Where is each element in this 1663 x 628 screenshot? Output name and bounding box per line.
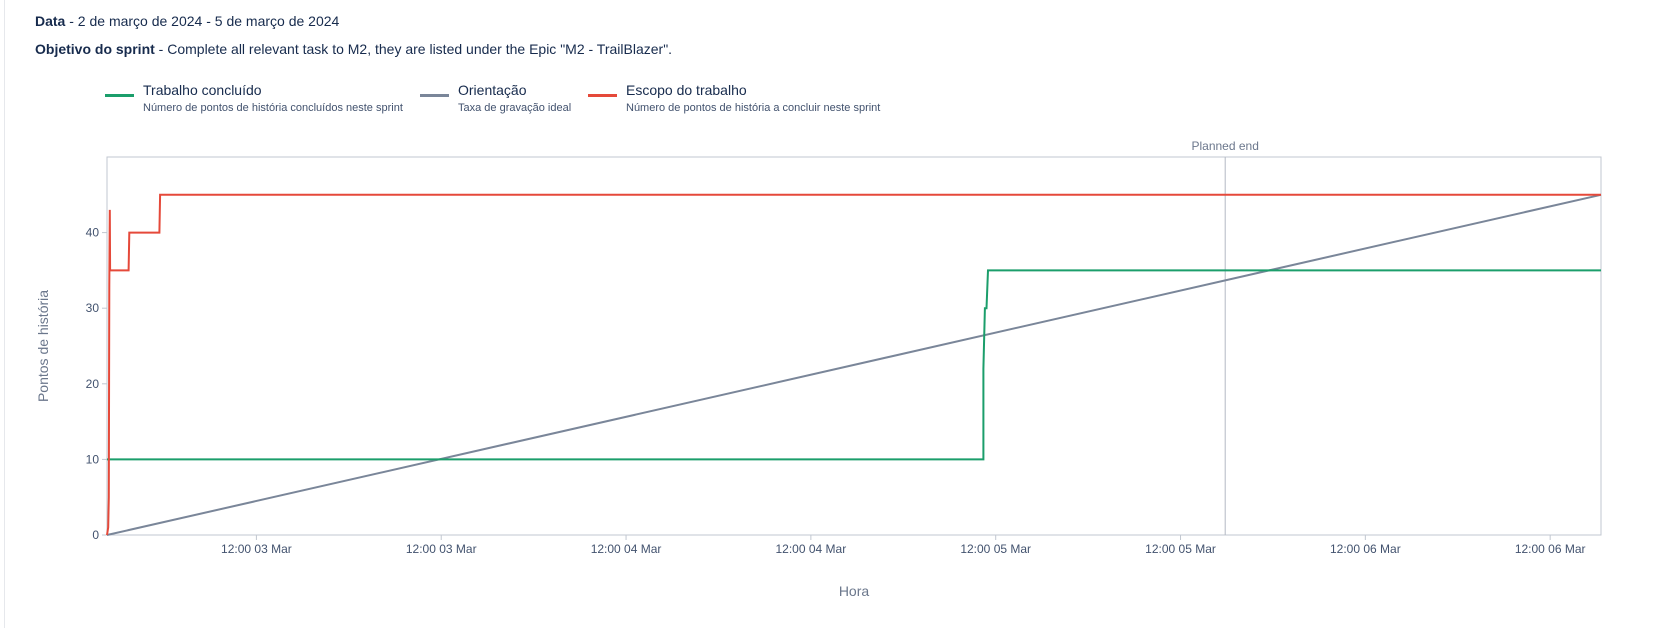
- series-line-2[interactable]: [106, 193, 1601, 536]
- planned-end-label: Planned end: [1191, 139, 1258, 153]
- series-lines: [106, 193, 1602, 536]
- legend-title-completed: Trabalho concluído: [143, 82, 262, 98]
- sprint-goal-label: Objetivo do sprint: [35, 41, 155, 57]
- series-line-0[interactable]: [107, 269, 1601, 461]
- x-tick-label: 12:00 03 Mar: [406, 542, 477, 556]
- sprint-goal-line: Objetivo do sprint - Complete all releva…: [35, 41, 672, 57]
- x-tick-label: 12:00 03 Mar: [221, 542, 292, 556]
- sprint-date-label: Data: [35, 13, 66, 29]
- x-tick-label: 12:00 06 Mar: [1330, 542, 1401, 556]
- x-tick-label: 12:00 06 Mar: [1515, 542, 1586, 556]
- legend-title-scope: Escopo do trabalho: [626, 82, 747, 98]
- sprint-goal-value: - Complete all relevant task to M2, they…: [154, 41, 673, 57]
- sprint-date-value: - 2 de março de 2024 - 5 de março de 202…: [65, 13, 340, 29]
- series-line-1[interactable]: [106, 193, 1602, 536]
- plot-area: [106, 156, 1602, 536]
- legend-desc-guideline: Taxa de gravação ideal: [458, 102, 572, 114]
- y-axis-ticks: 0 10 20 30 40: [86, 226, 107, 542]
- y-tick-label: 10: [86, 452, 100, 466]
- legend-swatch-guideline: [420, 94, 449, 97]
- legend-swatch-scope: [588, 94, 617, 97]
- legend-desc-scope: Número de pontos de história a concluir …: [626, 102, 881, 114]
- legend-swatch-completed: [105, 94, 134, 97]
- x-tick-label: 12:00 05 Mar: [960, 542, 1031, 556]
- y-tick-label: 0: [92, 528, 99, 542]
- x-axis-title: Hora: [839, 583, 870, 599]
- y-tick-label: 40: [86, 226, 100, 240]
- sprint-date-line: Data - 2 de março de 2024 - 5 de março d…: [35, 13, 339, 29]
- x-axis-ticks: 12:00 03 Mar 12:00 03 Mar 12:00 04 Mar 12:0…: [221, 535, 1586, 556]
- y-axis-title: Pontos de história: [35, 290, 51, 402]
- x-tick-label: 12:00 05 Mar: [1145, 542, 1216, 556]
- legend-desc-completed: Número de pontos de história concluídos …: [143, 102, 403, 114]
- left-border: [4, 0, 5, 628]
- x-tick-label: 12:00 04 Mar: [776, 542, 847, 556]
- y-tick-label: 20: [86, 377, 100, 391]
- legend-title-guideline: Orientação: [458, 82, 527, 98]
- y-tick-label: 30: [86, 301, 100, 315]
- x-tick-label: 12:00 04 Mar: [591, 542, 662, 556]
